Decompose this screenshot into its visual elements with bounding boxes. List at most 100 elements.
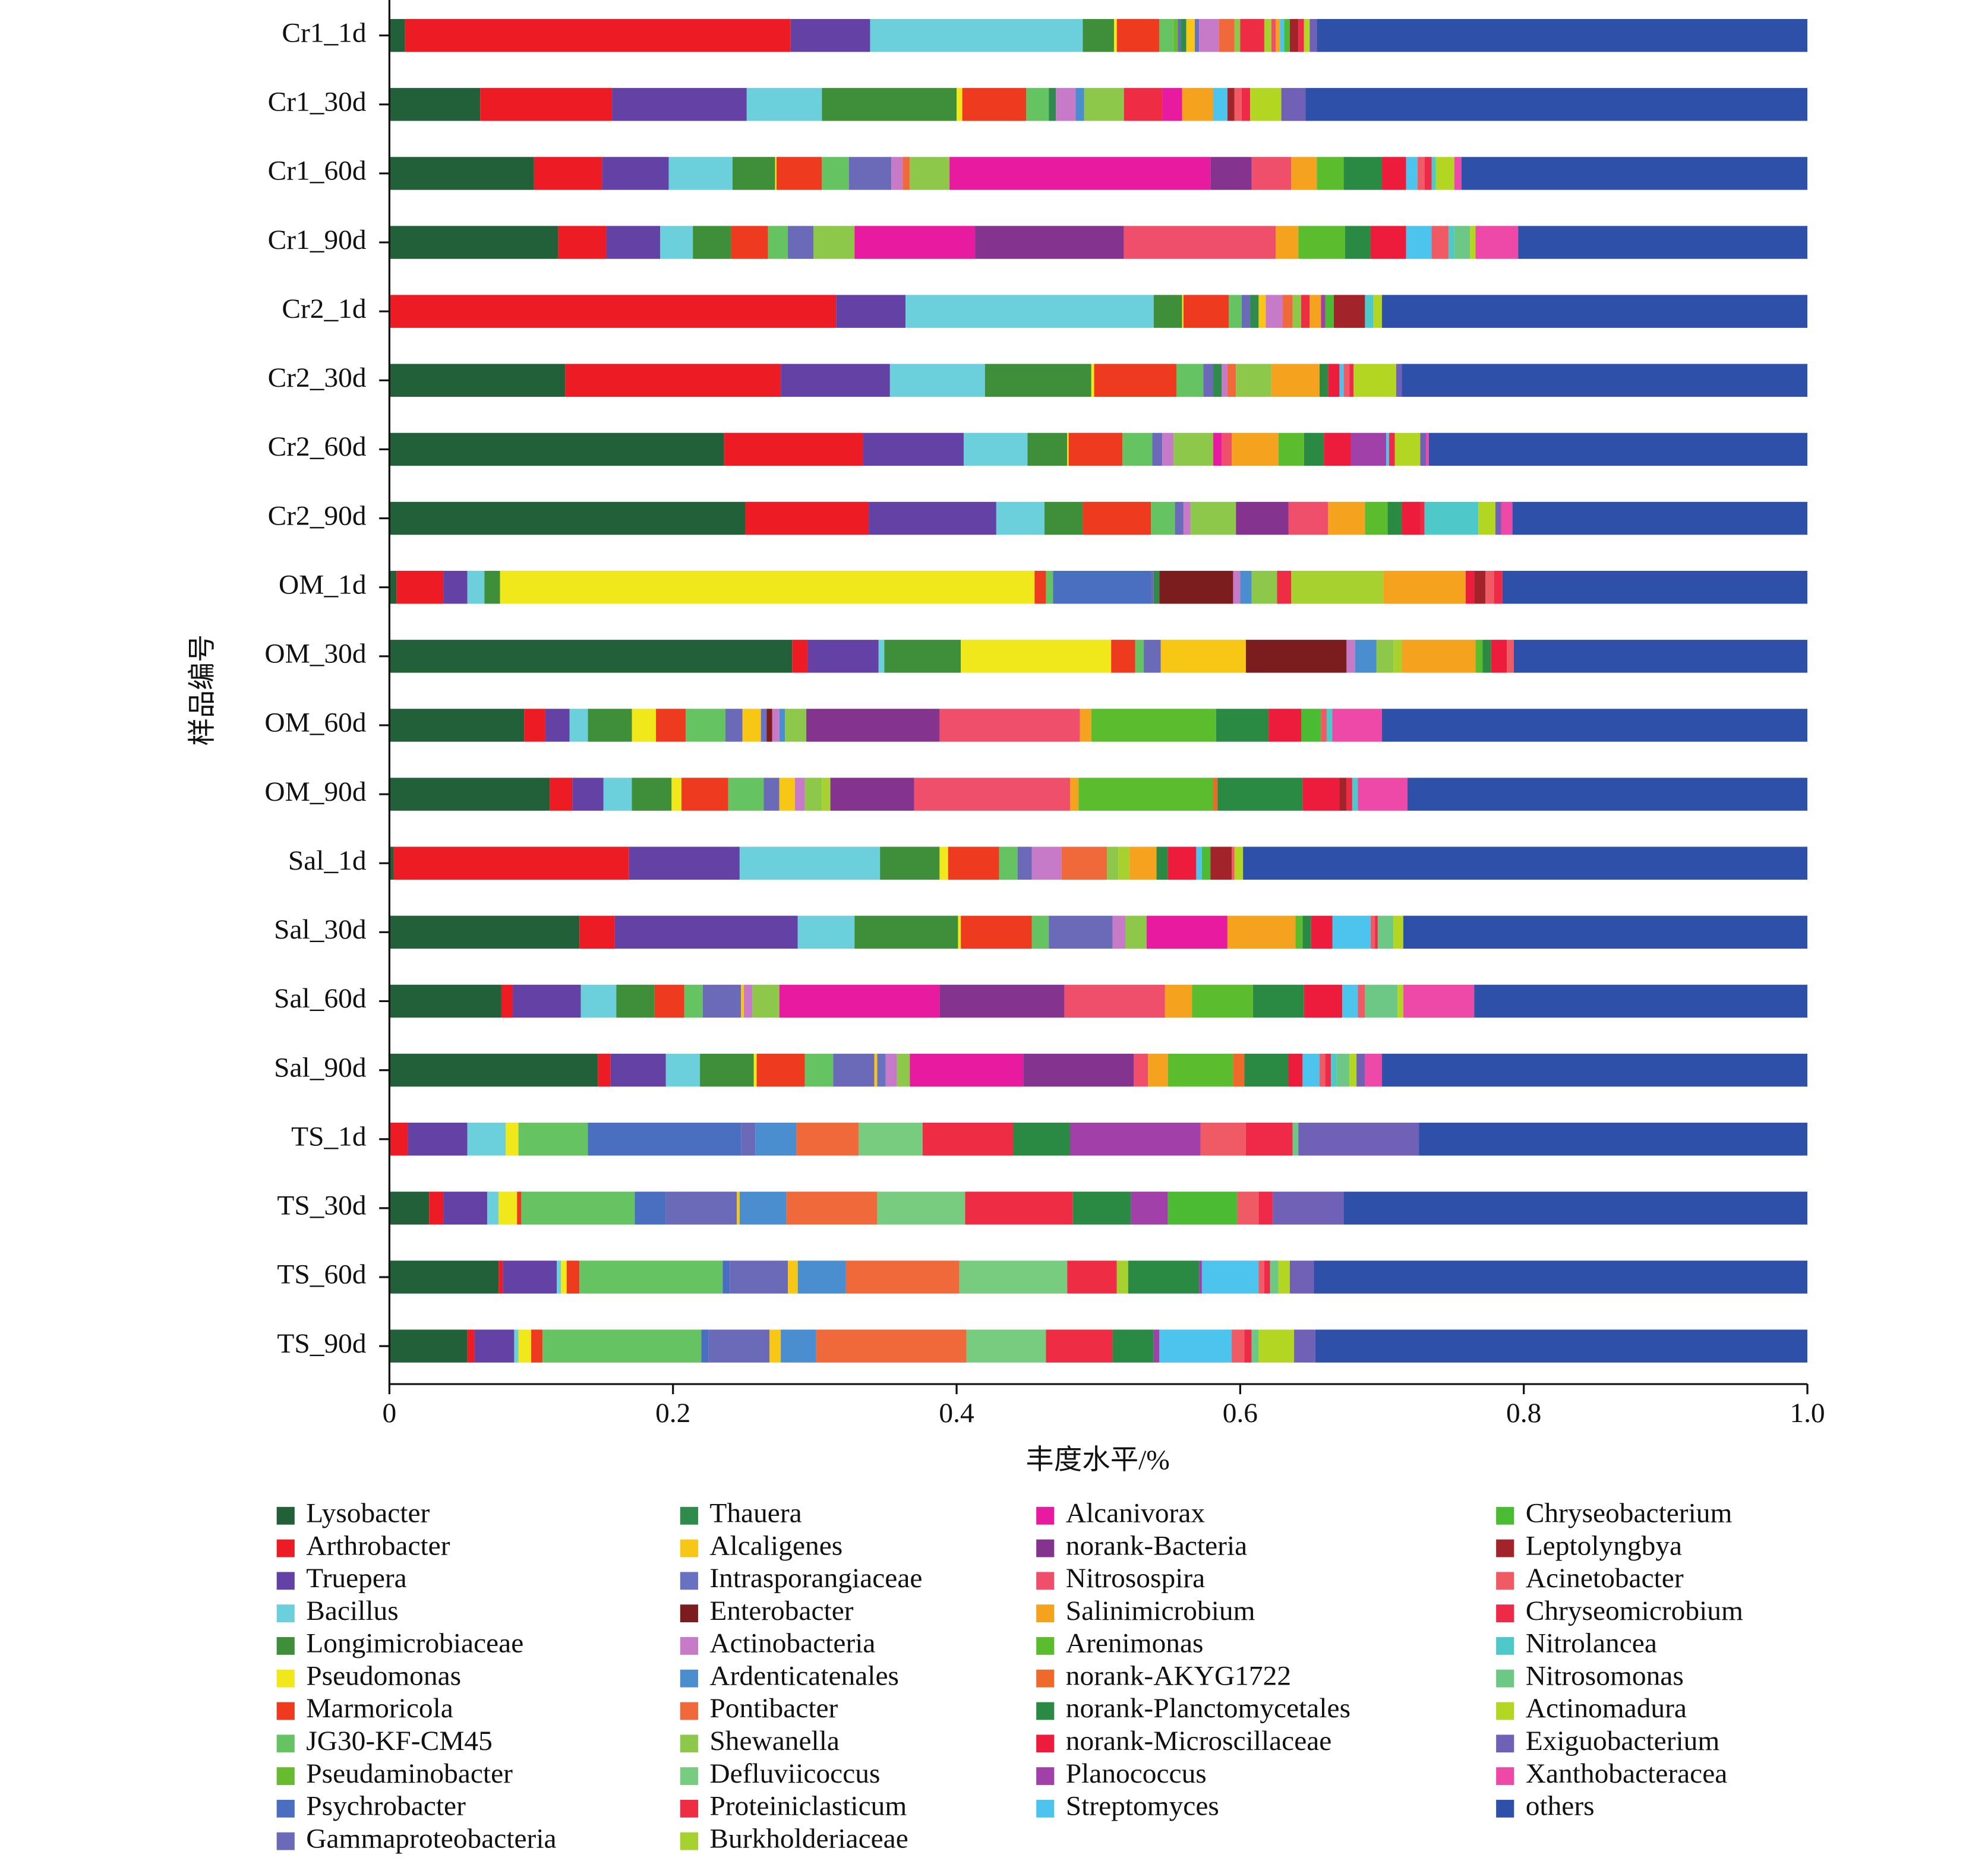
bar-segment [405,18,791,52]
bar-segment [1213,88,1227,121]
bar-segment [1494,570,1503,604]
bar-segment [859,1123,923,1156]
legend-swatch [1036,1539,1055,1557]
bar-segment [1264,1260,1270,1294]
bar-segment [1049,88,1056,121]
bar-segment [389,1053,598,1087]
legend-label: norank-Microscillaceae [1066,1726,1332,1756]
x-tick-label: 0.6 [1223,1398,1258,1429]
bar-segment [467,1123,506,1156]
bar-segment [788,226,813,259]
legend-swatch [1496,1767,1514,1785]
bar-segment [1345,226,1371,259]
bar-segment [1465,570,1475,604]
bar-segment [1236,364,1271,397]
bar-segment [1152,432,1163,466]
bar-segment [796,1123,859,1156]
bar-segment [880,846,940,880]
bar-segment [1282,295,1293,328]
legend-swatch [276,1669,295,1688]
bar-segment [1116,18,1160,52]
bar-segment [1124,88,1163,121]
bar-segment [1159,1329,1232,1363]
bar-segment [1234,18,1241,52]
y-tick-label: Cr1_30d [268,87,367,118]
bar-segment [542,1329,702,1363]
bar-segment [632,778,672,811]
bar-segment [513,984,581,1018]
legend-label: Gammaproteobacteria [306,1824,556,1854]
bar-segment [731,226,768,259]
bar-segment [1336,1053,1350,1087]
bar-segment [1270,1260,1279,1294]
bar-segment [1301,709,1321,742]
bar-segment [1213,364,1222,397]
legend-label: Salinimicrobium [1066,1596,1255,1626]
bar-segment [966,1329,1046,1363]
y-tick-label: OM_60d [264,707,366,738]
legend-label: Ardenticatenales [709,1661,899,1692]
bar-segment [1295,915,1303,949]
bar-segment [741,1123,756,1156]
bar-segment [1046,570,1053,604]
legend-swatch [276,1572,295,1590]
bar-segment [1288,1053,1303,1087]
bar-segment [728,778,764,811]
legend-label: Alcanivorax [1066,1498,1205,1529]
bar-segment [1046,1329,1113,1363]
bar-segment [1277,570,1292,604]
bar-segment [722,1260,730,1294]
y-tick-label: Cr1_60d [268,156,367,187]
bar-segment [1424,157,1432,190]
bar-segment [1332,709,1383,742]
bar-segment [602,157,669,190]
bar-segment [686,709,726,742]
legend-label: Pseudomonas [306,1661,461,1692]
bar-segment [1234,88,1242,121]
bar-segment [1129,846,1157,880]
bar-segment [1424,501,1479,535]
bar-segment [1273,1192,1344,1225]
bar-segment [1125,915,1147,949]
bar-segment [1376,640,1394,673]
bar-segment [813,226,855,259]
bar-segment [1291,157,1317,190]
bar-segment [962,88,1026,121]
bar-segment [654,984,684,1018]
bar-segment [1333,295,1365,328]
bar-segment [755,1123,797,1156]
bar-segment [1475,640,1483,673]
bar-segment [1067,1260,1117,1294]
legend-label: Defluviicoccus [709,1758,880,1789]
bar-segment [1346,640,1355,673]
bar-segment [1167,1192,1238,1225]
legend-swatch [680,1767,698,1785]
legend-label: Marmoricola [306,1693,453,1724]
bar-segment [393,846,629,880]
bar-segment [708,1329,770,1363]
bar-segment [517,1192,522,1225]
y-tick-label: TS_30d [277,1190,366,1221]
bar-segment [1240,570,1252,604]
y-tick-label: OM_1d [279,570,367,601]
bar-segment [1355,640,1377,673]
bar-segment [869,501,996,535]
bar-segment [1512,501,1808,535]
bar-segment [1045,501,1083,535]
bar-segment [693,226,731,259]
bar-segment [1111,640,1135,673]
bar-segment [1358,984,1365,1018]
bar-segment [746,88,822,121]
legend-label: Alcaligenes [709,1531,842,1562]
bar-segment [1309,295,1321,328]
bar-segment [1153,570,1160,604]
bar-segment [1151,501,1175,535]
legend-swatch [1496,1572,1514,1590]
bar-segment [610,1053,666,1087]
bar-segment [785,709,807,742]
bar-segment [1266,295,1283,328]
bar-segment [1200,1123,1246,1156]
x-tick-label: 0.2 [655,1398,690,1429]
legend-label: Streptomyces [1066,1791,1219,1822]
bar-segment [822,778,831,811]
